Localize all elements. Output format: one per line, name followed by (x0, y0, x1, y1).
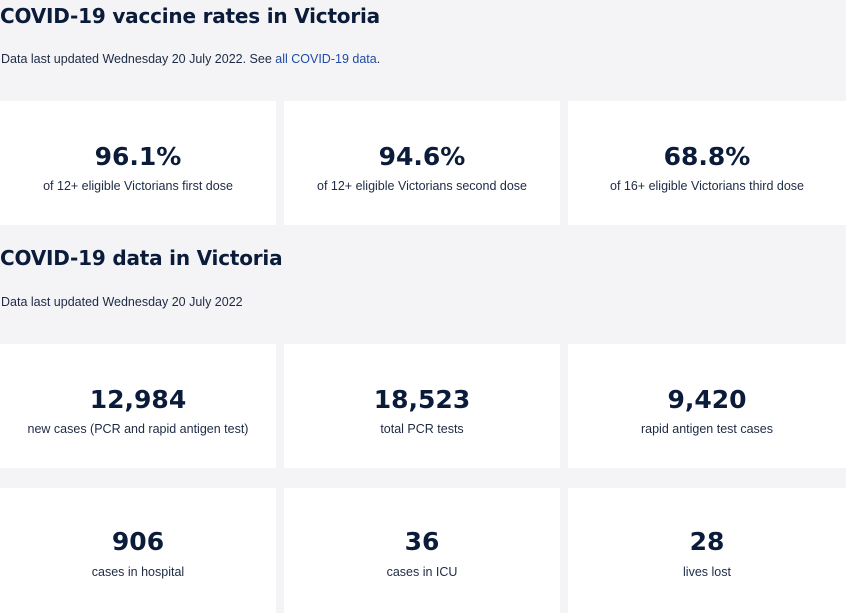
stat-label: total PCR tests (380, 422, 464, 436)
stat-value: 36 (404, 527, 440, 556)
stat-card-new-cases: 12,984 new cases (PCR and rapid antigen … (0, 344, 276, 468)
stat-label: cases in hospital (91, 565, 185, 579)
stat-card-lives-lost: 28 lives lost (568, 488, 846, 613)
stat-label: of 16+ eligible Victorians third dose (610, 179, 804, 193)
vaccine-updated-text: Data last updated Wednesday 20 July 2022… (1, 52, 380, 66)
stat-card-second-dose: 94.6% of 12+ eligible Victorians second … (284, 101, 560, 225)
stat-label: new cases (PCR and rapid antigen test) (27, 422, 249, 436)
stat-card-third-dose: 68.8% of 16+ eligible Victorians third d… (568, 101, 846, 225)
stat-value: 94.6% (378, 142, 466, 171)
vaccine-updated-suffix: . (376, 52, 381, 66)
stat-label: rapid antigen test cases (640, 422, 774, 436)
vaccine-updated-prefix: Data last updated Wednesday 20 July 2022… (1, 52, 276, 66)
stat-card-rapid-antigen: 9,420 rapid antigen test cases (568, 344, 846, 468)
stat-value: 18,523 (373, 385, 471, 414)
stat-label: cases in ICU (386, 565, 458, 579)
stat-card-icu: 36 cases in ICU (284, 488, 560, 613)
data-updated-text: Data last updated Wednesday 20 July 2022 (1, 295, 243, 309)
stat-value: 96.1% (94, 142, 182, 171)
all-covid-data-link[interactable]: all COVID-19 data (275, 52, 377, 66)
stat-value: 906 (111, 527, 165, 556)
stat-card-first-dose: 96.1% of 12+ eligible Victorians first d… (0, 101, 276, 225)
stat-label: of 12+ eligible Victorians first dose (43, 179, 233, 193)
vaccine-section-title: COVID-19 vaccine rates in Victoria (0, 4, 380, 28)
stat-value: 28 (689, 527, 725, 556)
stat-card-pcr-tests: 18,523 total PCR tests (284, 344, 560, 468)
data-section-title: COVID-19 data in Victoria (0, 246, 283, 270)
stat-value: 12,984 (89, 385, 187, 414)
stat-label: of 12+ eligible Victorians second dose (317, 179, 527, 193)
stat-value: 68.8% (663, 142, 751, 171)
stat-card-hospital: 906 cases in hospital (0, 488, 276, 613)
stat-value: 9,420 (667, 385, 747, 414)
stat-label: lives lost (683, 565, 731, 579)
